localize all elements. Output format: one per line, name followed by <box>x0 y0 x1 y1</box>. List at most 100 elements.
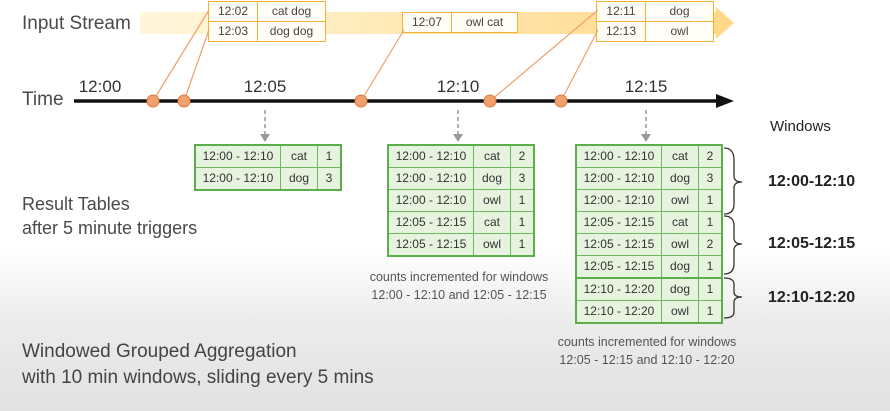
trigger-arrow <box>453 110 463 142</box>
table-row: 12:00 - 12:10 owl 1 <box>577 189 721 211</box>
table-row: 12:05 - 12:15 owl 2 <box>577 233 721 255</box>
table-cell-window: 12:00 - 12:10 <box>196 146 281 167</box>
brace-window-1 <box>723 147 743 215</box>
table-cell-count: 1 <box>325 149 333 163</box>
event-words: dog dog <box>269 24 314 38</box>
event-connectors <box>152 9 599 102</box>
event-dot <box>554 94 568 108</box>
timeline-arrowhead <box>716 94 734 108</box>
event-dot <box>146 94 160 108</box>
table-cell-count: 1 <box>706 193 714 207</box>
connector-line <box>560 29 599 102</box>
result-table-1210: 12:00 - 12:10 cat 2 12:00 - 12:10 dog 3 12:0… <box>387 144 535 257</box>
tick-label: 12:05 <box>243 77 287 96</box>
event-words: owl <box>670 24 689 38</box>
table-row: 12:00 - 12:10 cat 2 <box>389 146 533 167</box>
window-label: 12:10-12:20 <box>768 289 856 306</box>
result-table-1215: 12:00 - 12:10 cat 2 12:00 - 12:10 dog 3 12:0… <box>575 144 723 324</box>
table-cell-window: 12:00 - 12:10 <box>389 146 474 167</box>
table-cell-window: 12:05 - 12:15 <box>577 212 662 233</box>
brace-window-2 <box>723 215 743 275</box>
event-row: 12:03 dog dog <box>209 21 325 41</box>
connector-line <box>183 29 210 102</box>
table-row: 12:05 - 12:15 cat 1 <box>577 211 721 233</box>
event-words: cat dog <box>271 4 312 18</box>
result-tables-line1: Result Tables <box>22 194 130 214</box>
result-tables-label: Result Tables after 5 minute triggers <box>22 192 197 240</box>
event-box-1: 12:02 cat dog 12:03 dog dog <box>208 1 326 42</box>
caption: Windowed Grouped Aggregation with 10 min… <box>22 339 374 391</box>
table-cell-window: 12:05 - 12:15 <box>389 212 474 233</box>
table-cell-word: cat <box>662 146 699 167</box>
note-line: 12:05 - 12:15 and 12:10 - 12:20 <box>559 353 735 367</box>
table-cell-count: 1 <box>518 193 526 207</box>
window-label: 12:00-12:10 <box>768 173 856 190</box>
table-cell-count: 3 <box>518 171 526 185</box>
table-cell-window: 12:00 - 12:10 <box>196 168 281 189</box>
table-row: 12:10 - 12:20 owl 1 <box>577 300 721 322</box>
event-words: dog <box>669 4 690 18</box>
table-cell-count: 2 <box>518 149 526 163</box>
input-stream-label: Input Stream <box>22 13 131 34</box>
input-stream-arrowhead <box>716 7 734 39</box>
note-line: 12:00 - 12:10 and 12:05 - 12:15 <box>371 288 547 302</box>
table-cell-word: owl <box>662 190 699 211</box>
tick-label: 12:15 <box>624 77 668 96</box>
table-cell-word: dog <box>662 256 699 277</box>
table-cell-word: cat <box>662 212 699 233</box>
table-cell-word: cat <box>474 212 511 233</box>
event-row: 12:13 owl <box>597 21 713 41</box>
event-time: 12:03 <box>209 22 258 41</box>
event-box-3: 12:11 dog 12:13 owl <box>596 1 714 42</box>
event-row: 12:11 dog <box>597 2 713 21</box>
time-label: Time <box>22 89 64 110</box>
table-cell-count: 2 <box>706 149 714 163</box>
event-time: 12:11 <box>597 2 646 21</box>
table-cell-count: 1 <box>706 259 714 273</box>
table-cell-count: 3 <box>325 171 333 185</box>
event-time: 12:07 <box>403 13 452 32</box>
window-label: 12:05-12:15 <box>768 235 856 252</box>
table-cell-window: 12:05 - 12:15 <box>577 256 662 277</box>
note-table-1215: counts incremented for windows 12:05 - 1… <box>516 333 778 369</box>
table-row: 12:10 - 12:20 dog 1 <box>577 277 721 300</box>
event-box-2: 12:07 owl cat <box>402 12 518 33</box>
table-cell-word: dog <box>474 168 511 189</box>
table-cell-window: 12:05 - 12:15 <box>389 234 474 255</box>
table-cell-window: 12:00 - 12:10 <box>577 146 662 167</box>
connector-line <box>152 9 210 102</box>
table-cell-window: 12:00 - 12:10 <box>577 190 662 211</box>
table-cell-count: 1 <box>706 304 714 318</box>
table-cell-count: 1 <box>518 215 526 229</box>
trigger-arrow <box>641 110 651 142</box>
event-words: owl cat <box>465 15 504 29</box>
table-row: 12:00 - 12:10 cat 2 <box>577 146 721 167</box>
connector-line <box>489 9 599 102</box>
table-cell-word: owl <box>662 301 699 322</box>
table-cell-word: owl <box>474 234 511 255</box>
table-cell-word: dog <box>662 279 699 300</box>
event-time: 12:02 <box>209 2 258 21</box>
table-cell-window: 12:00 - 12:10 <box>389 168 474 189</box>
table-cell-word: owl <box>662 234 699 255</box>
windows-header: Windows <box>770 118 831 135</box>
caption-line1: Windowed Grouped Aggregation <box>22 341 297 362</box>
caption-line2: with 10 min windows, sliding every 5 min… <box>22 367 374 388</box>
table-row: 12:00 - 12:10 dog 3 <box>577 167 721 189</box>
table-row: 12:00 - 12:10 dog 3 <box>196 167 340 189</box>
table-cell-word: cat <box>281 146 318 167</box>
table-cell-word: dog <box>662 168 699 189</box>
window-braces <box>723 147 743 319</box>
table-cell-count: 1 <box>518 237 526 251</box>
table-cell-window: 12:00 - 12:10 <box>389 190 474 211</box>
table-row: 12:00 - 12:10 cat 1 <box>196 146 340 167</box>
timeline-svg <box>74 9 734 108</box>
event-dot <box>354 94 368 108</box>
brace-window-3 <box>723 277 743 319</box>
table-cell-word: dog <box>281 168 318 189</box>
table-row: 12:05 - 12:15 owl 1 <box>389 233 533 255</box>
tick-label: 12:00 <box>78 77 122 96</box>
table-cell-count: 1 <box>706 215 714 229</box>
event-row: 12:07 owl cat <box>403 13 517 32</box>
table-cell-word: owl <box>474 190 511 211</box>
